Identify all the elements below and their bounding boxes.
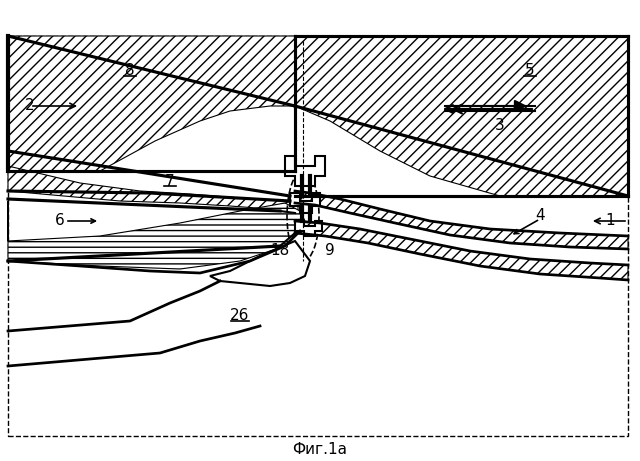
Text: 18: 18	[270, 243, 290, 259]
Polygon shape	[285, 156, 325, 186]
Text: 5: 5	[525, 64, 535, 78]
Polygon shape	[290, 193, 320, 213]
Polygon shape	[295, 221, 322, 236]
Bar	[8, 36, 628, 436]
Text: 2: 2	[25, 99, 35, 113]
Text: 3: 3	[495, 118, 505, 134]
Polygon shape	[8, 151, 298, 216]
Text: 9: 9	[325, 243, 335, 259]
Polygon shape	[295, 36, 628, 196]
Text: 7: 7	[165, 173, 175, 189]
Text: 6: 6	[55, 213, 65, 229]
Polygon shape	[8, 201, 305, 269]
Polygon shape	[8, 36, 295, 171]
Polygon shape	[295, 191, 628, 249]
Text: 1: 1	[605, 213, 615, 229]
Text: 8: 8	[125, 64, 135, 78]
Polygon shape	[210, 241, 310, 286]
Text: Фиг.1а: Фиг.1а	[292, 442, 348, 456]
Text: 4: 4	[535, 208, 545, 224]
Text: 26: 26	[230, 308, 250, 324]
Polygon shape	[295, 221, 628, 280]
